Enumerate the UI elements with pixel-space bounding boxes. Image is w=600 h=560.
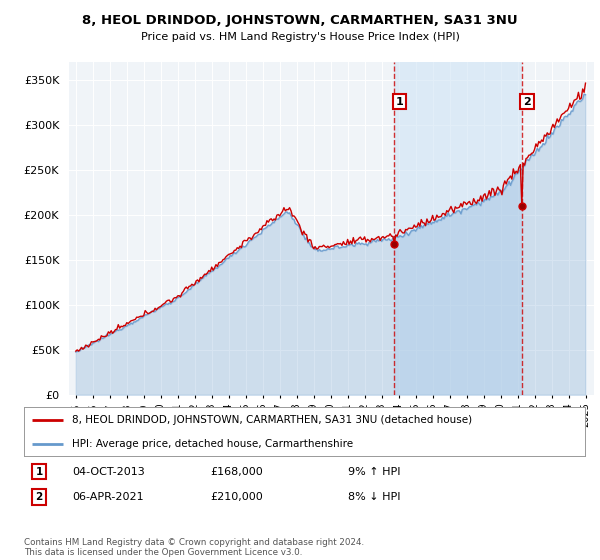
Text: 9% ↑ HPI: 9% ↑ HPI	[348, 466, 401, 477]
Text: £210,000: £210,000	[210, 492, 263, 502]
Text: 2: 2	[35, 492, 43, 502]
Text: £168,000: £168,000	[210, 466, 263, 477]
Text: 06-APR-2021: 06-APR-2021	[72, 492, 143, 502]
Text: HPI: Average price, detached house, Carmarthenshire: HPI: Average price, detached house, Carm…	[71, 439, 353, 449]
Text: 8, HEOL DRINDOD, JOHNSTOWN, CARMARTHEN, SA31 3NU (detached house): 8, HEOL DRINDOD, JOHNSTOWN, CARMARTHEN, …	[71, 416, 472, 426]
Text: 1: 1	[35, 466, 43, 477]
Text: 8, HEOL DRINDOD, JOHNSTOWN, CARMARTHEN, SA31 3NU: 8, HEOL DRINDOD, JOHNSTOWN, CARMARTHEN, …	[82, 14, 518, 27]
Text: 2: 2	[523, 96, 531, 106]
Text: 8% ↓ HPI: 8% ↓ HPI	[348, 492, 401, 502]
Text: Price paid vs. HM Land Registry's House Price Index (HPI): Price paid vs. HM Land Registry's House …	[140, 32, 460, 42]
Text: 1: 1	[395, 96, 403, 106]
Text: Contains HM Land Registry data © Crown copyright and database right 2024.
This d: Contains HM Land Registry data © Crown c…	[24, 538, 364, 557]
Text: 04-OCT-2013: 04-OCT-2013	[72, 466, 145, 477]
Bar	[394, 62, 522, 395]
